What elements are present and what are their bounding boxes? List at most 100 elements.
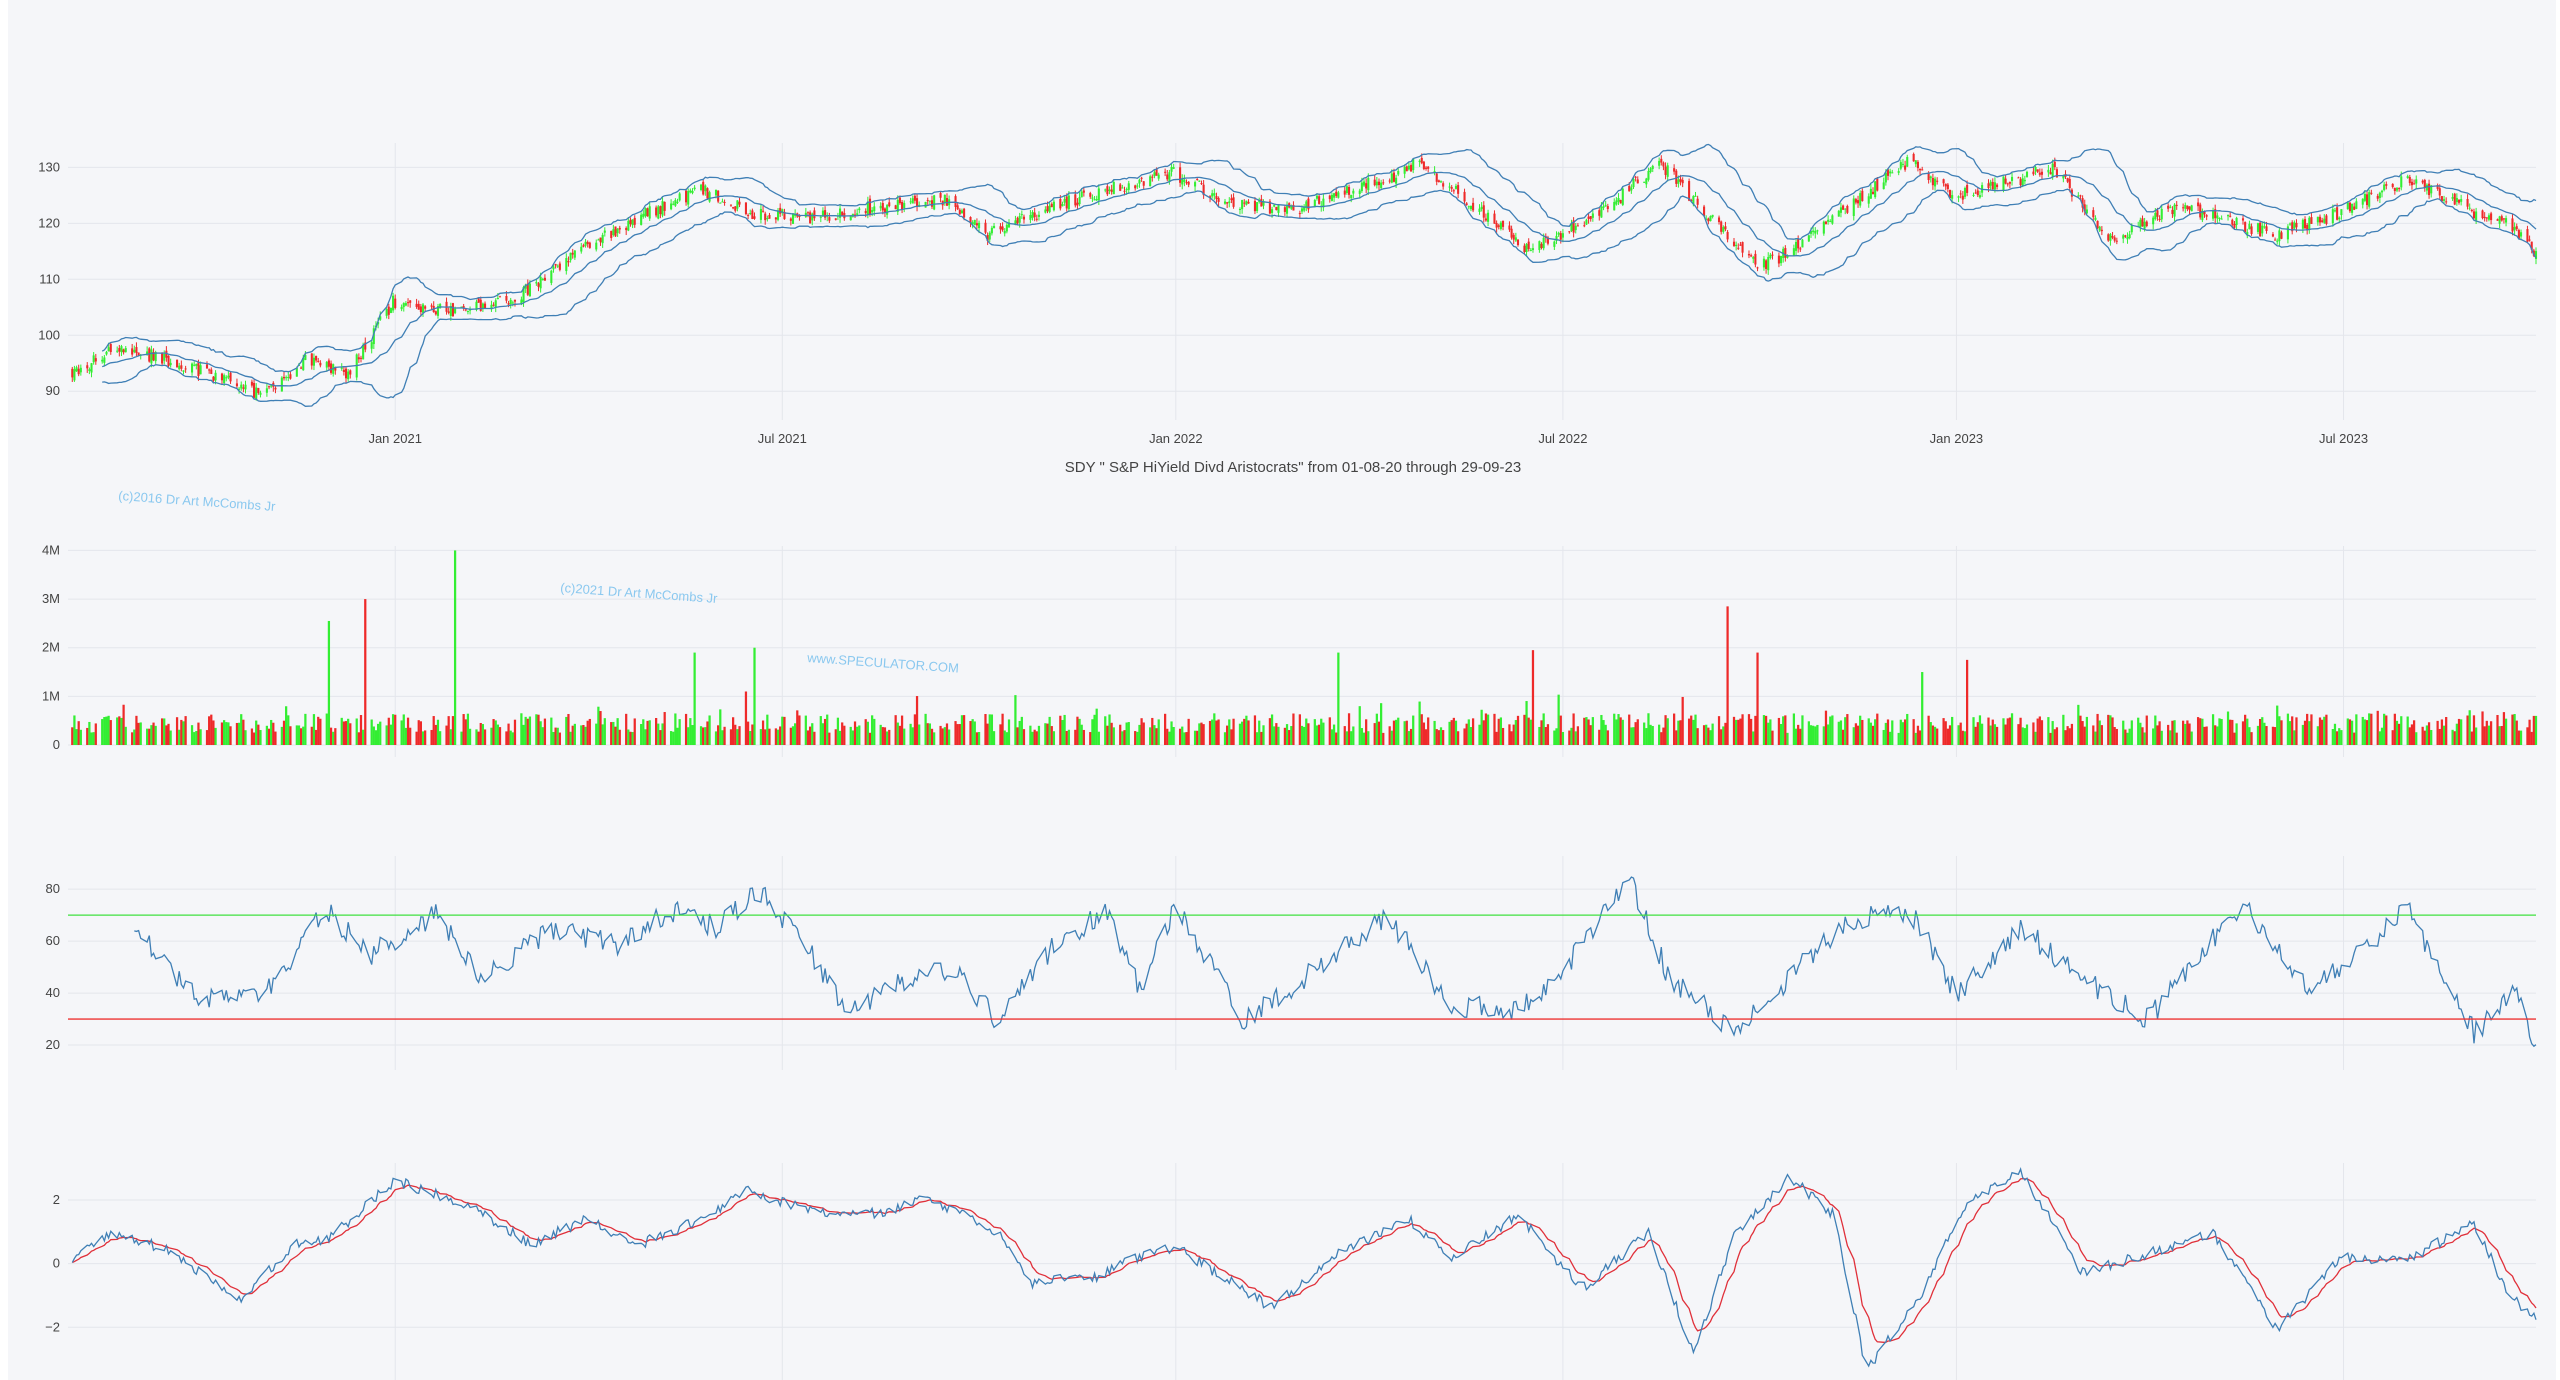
volume-bar: [918, 724, 921, 745]
candle-up: [1125, 189, 1128, 191]
volume-bar: [1822, 726, 1825, 745]
volume-bar: [1630, 727, 1633, 745]
candle-down: [2006, 183, 2009, 185]
volume-bar: [370, 719, 373, 745]
candle-down: [2408, 176, 2411, 184]
volume-bar: [2265, 726, 2268, 745]
candle-down: [2440, 196, 2443, 202]
volume-bar: [2126, 732, 2129, 745]
volume-bar: [2124, 729, 2127, 745]
candle-down: [1589, 216, 1592, 220]
volume-bar: [2415, 732, 2418, 745]
candle-down: [359, 357, 363, 359]
candle-up: [2395, 187, 2399, 191]
volume-bar: [75, 729, 78, 745]
candle-down: [1703, 206, 1706, 217]
volume-bar: [2460, 719, 2463, 745]
volume-bar: [1687, 718, 1691, 745]
candle-up: [1136, 185, 1139, 187]
candle-up: [1752, 256, 1755, 259]
volume-bar: [1677, 720, 1680, 745]
candle-down: [2483, 216, 2486, 219]
volume-bar: [2100, 725, 2103, 745]
candle-up: [2184, 204, 2187, 209]
candle-up: [1352, 190, 1355, 194]
volume-bar: [973, 721, 976, 745]
candle-down: [242, 387, 245, 389]
candle-up: [903, 203, 906, 209]
candle-down: [1463, 191, 1466, 202]
volume-bar: [1343, 726, 1346, 745]
candle-down: [633, 217, 636, 225]
volume-bar: [1553, 730, 1556, 745]
candle-down: [2280, 232, 2283, 239]
volume-bar: [2271, 726, 2275, 745]
candle-up: [781, 209, 784, 213]
volume-bar: [1658, 724, 1661, 745]
candle-down: [2259, 222, 2262, 237]
volume-bar: [663, 712, 666, 745]
volume-bar: [2203, 726, 2206, 745]
candle-down: [1636, 179, 1639, 184]
candle-up: [1330, 194, 1333, 201]
candle-down: [1283, 207, 1286, 212]
volume-bar: [240, 714, 243, 745]
volume-bar: [1412, 715, 1415, 745]
candle-up: [2246, 232, 2249, 236]
volume-bar: [1666, 718, 1669, 745]
candle-down: [1919, 168, 1922, 171]
candle-up: [1020, 214, 1023, 216]
candle-up: [580, 246, 583, 252]
volume-bar: [2248, 727, 2251, 745]
candle-down: [257, 387, 260, 393]
candle-up: [1198, 180, 1201, 182]
volume-bar: [2438, 728, 2441, 745]
volume-bar: [1328, 717, 1331, 745]
volume-bar: [2107, 714, 2110, 745]
candle-down: [986, 235, 989, 241]
volume-bar: [1482, 720, 1485, 745]
candle-down: [1392, 172, 1396, 182]
volume-bar: [1050, 726, 1053, 745]
candle-up: [404, 303, 407, 306]
candle-down: [738, 201, 741, 205]
volume-bar: [731, 717, 735, 745]
volume-bar: [1756, 652, 1759, 745]
volume-bar: [1995, 726, 1999, 745]
volume-bar: [836, 717, 840, 745]
candle-up: [1418, 160, 1421, 162]
volume-bar: [2109, 715, 2112, 745]
candle-down: [954, 196, 957, 207]
candle-down: [1739, 244, 1742, 246]
candle-up: [1615, 200, 1618, 205]
volume-bar: [856, 726, 859, 745]
volume-bar: [1621, 719, 1624, 745]
volume-bar: [1345, 731, 1349, 745]
volume-bar: [1467, 719, 1470, 745]
volume-bar: [900, 715, 904, 745]
candle-up: [1705, 218, 1708, 220]
volume-bar: [1140, 718, 1143, 745]
candle-down: [2365, 194, 2369, 206]
volume-bar: [558, 732, 562, 745]
candle-down: [477, 298, 480, 303]
candle-down: [1996, 184, 1999, 187]
volume-bar: [184, 716, 187, 745]
candle-up: [1978, 195, 1981, 198]
candle-up: [287, 377, 290, 379]
volume-bar: [1307, 723, 1310, 745]
candle-down: [1382, 182, 1385, 184]
candle-down: [1275, 207, 1278, 211]
candle-down: [430, 305, 433, 307]
candle-up: [2331, 209, 2334, 224]
volume-bar: [131, 732, 134, 745]
candle-up: [661, 201, 664, 216]
volume-bar: [479, 722, 482, 745]
volume-bar: [977, 732, 981, 745]
candle-up: [811, 213, 814, 221]
candle-down: [1754, 253, 1757, 265]
volume-bar: [1801, 715, 1804, 745]
volume-bar: [539, 721, 542, 745]
volume-bar: [2235, 723, 2238, 745]
volume-bar: [1230, 729, 1233, 745]
